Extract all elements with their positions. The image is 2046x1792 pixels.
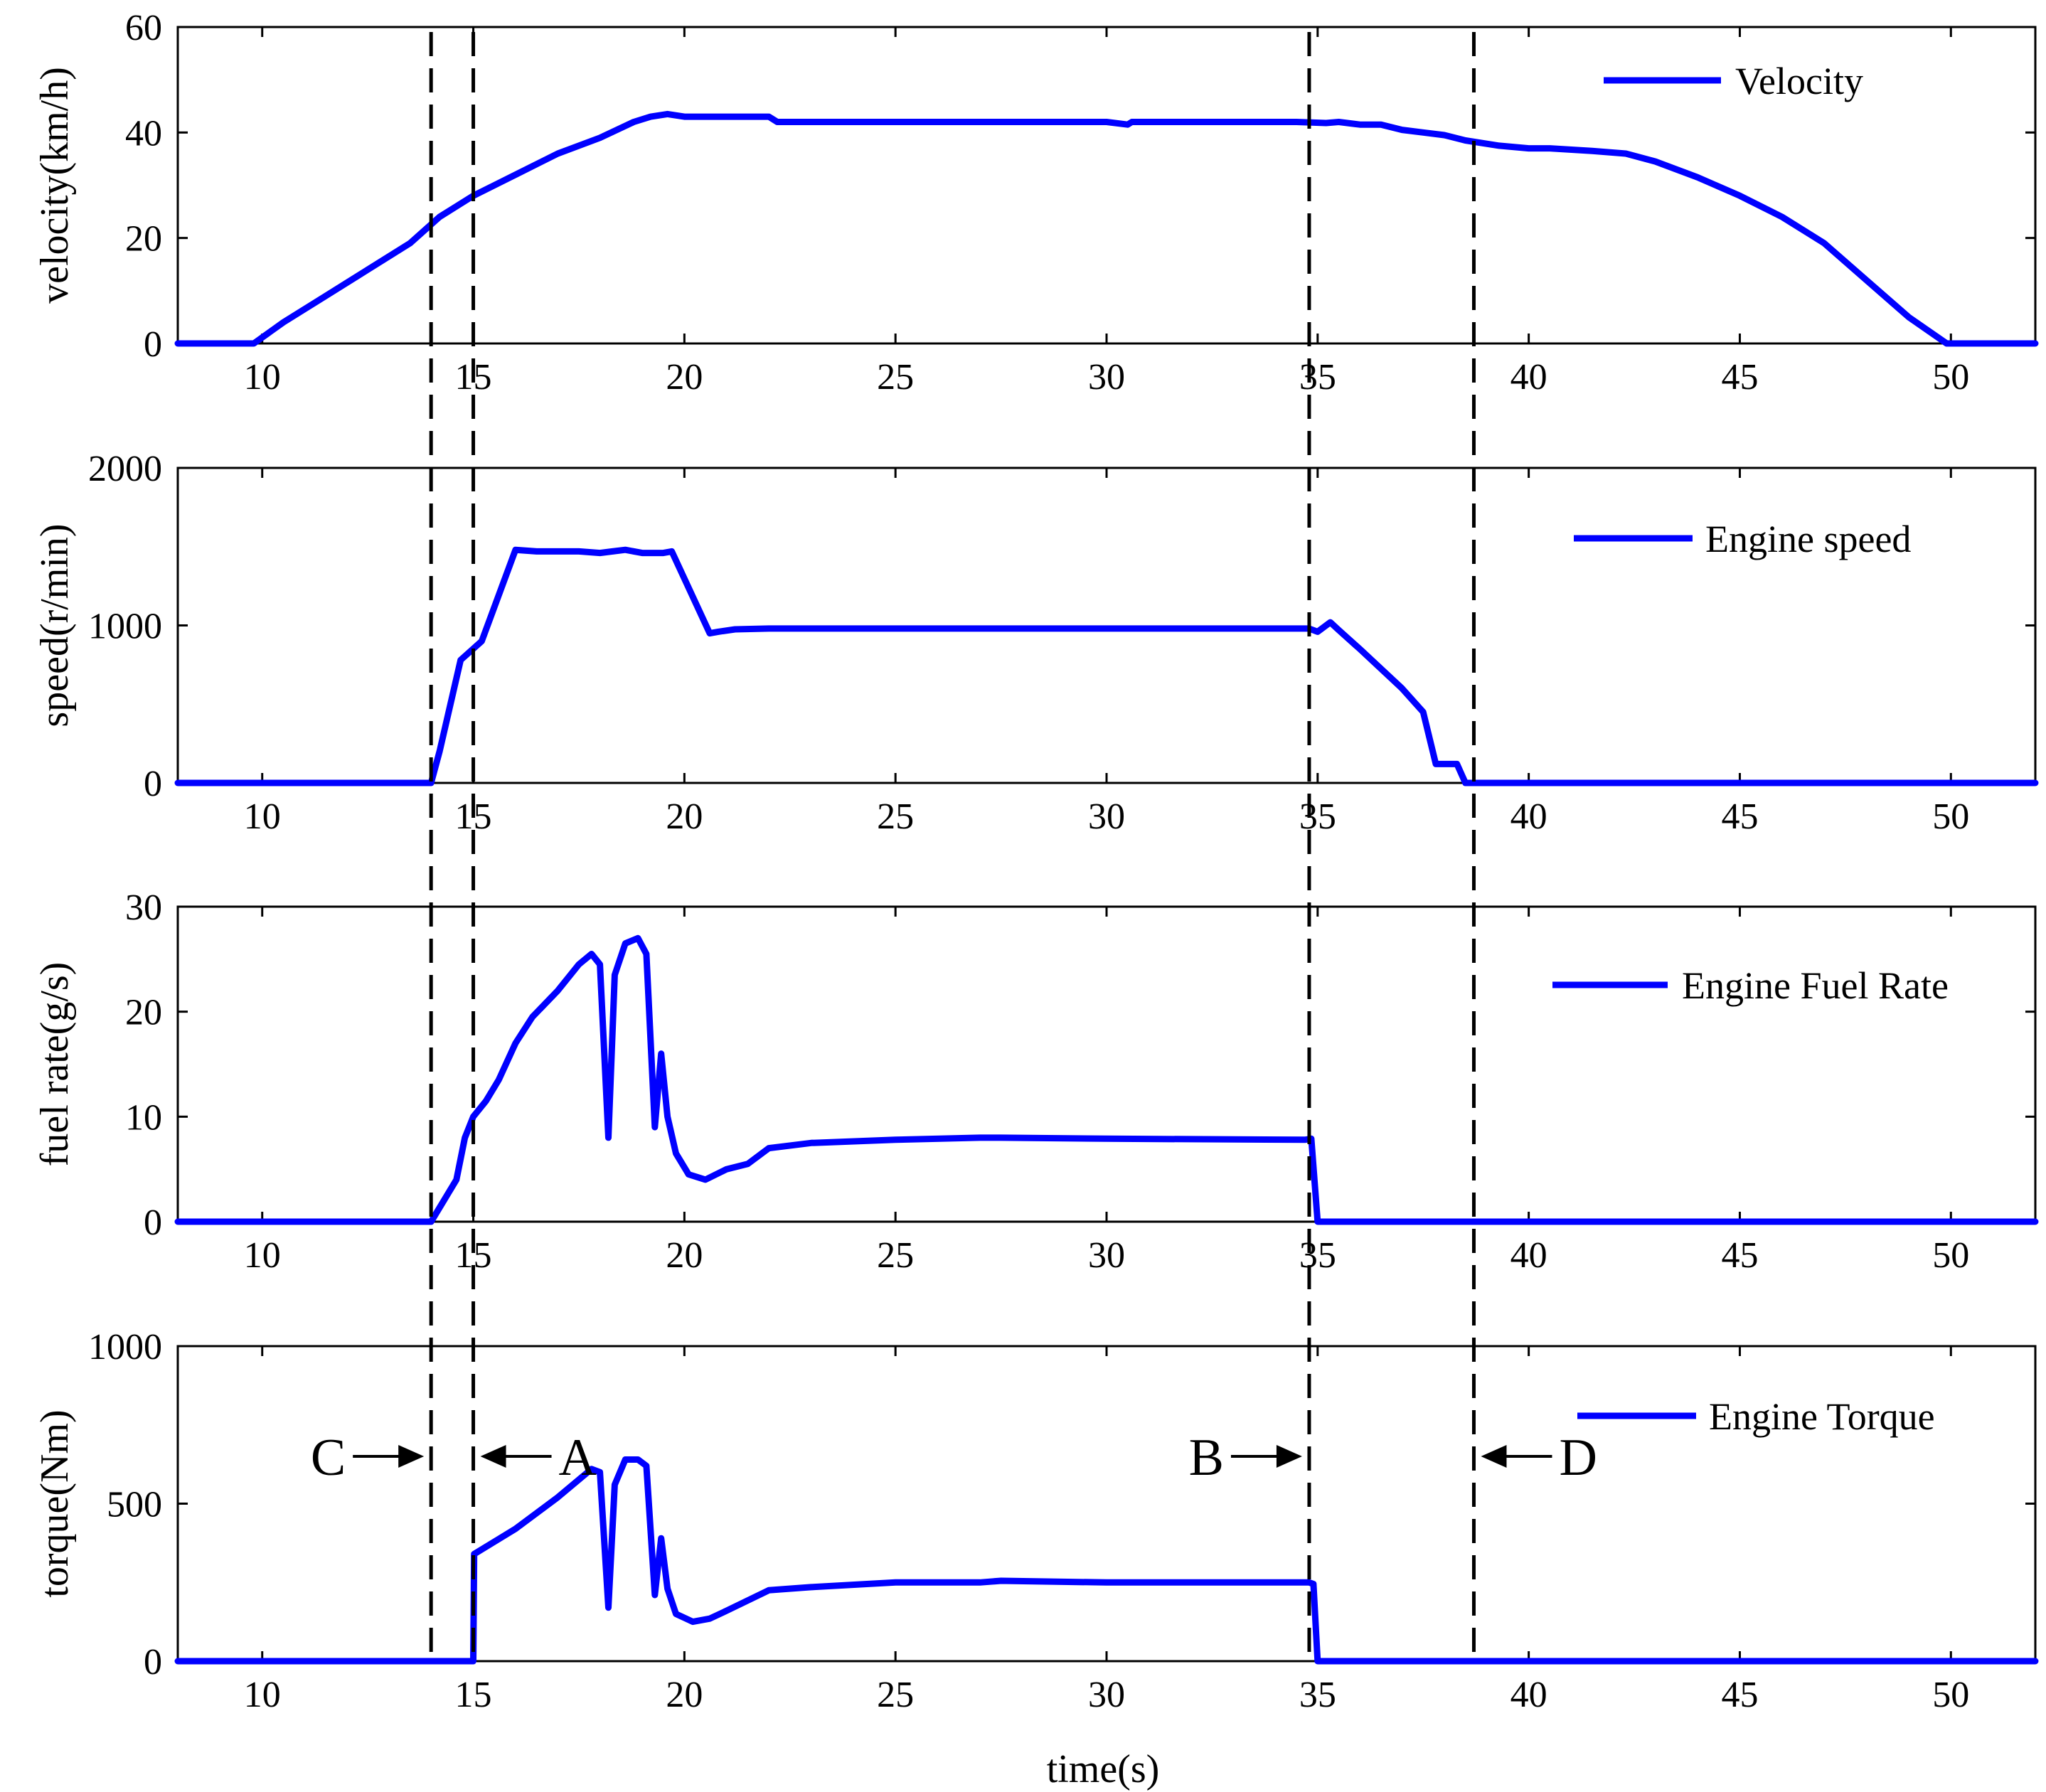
annotation-B: B (1189, 1429, 1302, 1487)
annotation-label: C (311, 1429, 346, 1487)
y-tick-label: 2000 (88, 449, 162, 489)
x-tick-label: 20 (666, 1675, 703, 1715)
x-tick-label: 25 (877, 1675, 914, 1715)
y-tick-label: 60 (125, 8, 162, 48)
x-tick-label: 20 (666, 357, 703, 398)
x-tick-label: 35 (1299, 1235, 1336, 1276)
y-axis-label: torque(Nm) (33, 1409, 77, 1597)
y-tick-label: 1000 (88, 607, 162, 647)
annotation-D: D (1481, 1429, 1597, 1487)
y-tick-label: 40 (125, 113, 162, 154)
vertical-marker-lines (429, 32, 1476, 1661)
y-tick-label: 1000 (88, 1327, 162, 1367)
x-tick-label: 45 (1721, 1235, 1758, 1276)
x-tick-label: 10 (244, 357, 281, 398)
x-tick-label: 25 (877, 357, 914, 398)
y-tick-label: 0 (144, 764, 162, 804)
series-line (174, 934, 2039, 1225)
y-tick-label: 30 (125, 887, 162, 928)
y-tick-label: 0 (144, 1642, 162, 1682)
x-tick-label: 45 (1721, 1675, 1758, 1715)
x-tick-label: 10 (244, 796, 281, 837)
x-tick-label: 40 (1510, 796, 1547, 837)
annotation-C: C (311, 1429, 425, 1487)
y-tick-label: 10 (125, 1097, 162, 1138)
x-tick-label: 20 (666, 1235, 703, 1276)
arrow-head (398, 1445, 425, 1468)
legend-label: Engine Fuel Rate (1682, 964, 1949, 1007)
y-axis-label: velocity(km/h) (33, 67, 77, 304)
series-line (174, 546, 2039, 786)
legend-label: Engine Torque (1709, 1395, 1935, 1438)
x-tick-label: 25 (877, 796, 914, 837)
axes-frame (176, 1345, 2037, 1663)
y-axis-label: fuel rate(g/s) (33, 962, 77, 1167)
legend-label: Engine speed (1705, 518, 1911, 560)
y-tick-label: 0 (144, 324, 162, 365)
arrow-head (480, 1445, 506, 1468)
x-axis-label: time(s) (1047, 1747, 1160, 1791)
x-tick-label: 10 (244, 1235, 281, 1276)
x-tick-label: 10 (244, 1675, 281, 1715)
x-tick-label: 35 (1299, 357, 1336, 398)
y-tick-label: 500 (107, 1485, 162, 1525)
annotation-label: B (1189, 1429, 1224, 1487)
y-tick-label: 20 (125, 219, 162, 260)
x-tick-label: 35 (1299, 1675, 1336, 1715)
annotation-A: A (480, 1429, 597, 1487)
x-tick-label: 30 (1088, 796, 1125, 837)
x-tick-label: 50 (1932, 357, 1969, 398)
x-tick-label: 50 (1932, 1235, 1969, 1276)
x-tick-label: 50 (1932, 1675, 1969, 1715)
legend-label: Velocity (1735, 60, 1863, 102)
x-tick-label: 45 (1721, 796, 1758, 837)
annotation-label: A (559, 1429, 597, 1487)
y-tick-label: 0 (144, 1202, 162, 1243)
x-tick-label: 40 (1510, 357, 1547, 398)
x-tick-label: 30 (1088, 1675, 1125, 1715)
x-tick-label: 50 (1932, 796, 1969, 837)
x-tick-label: 35 (1299, 796, 1336, 837)
x-tick-label: 25 (877, 1235, 914, 1276)
x-tick-label: 15 (455, 1675, 492, 1715)
x-tick-label: 20 (666, 796, 703, 837)
x-tick-label: 45 (1721, 357, 1758, 398)
y-axis-label: speed(r/min) (33, 523, 77, 727)
y-tick-label: 20 (125, 993, 162, 1033)
x-tick-label: 30 (1088, 357, 1125, 398)
x-tick-label: 40 (1510, 1675, 1547, 1715)
series-line (174, 1456, 2039, 1665)
arrow-head (1276, 1445, 1302, 1468)
series-line (174, 110, 2039, 347)
annotation-label: D (1559, 1429, 1597, 1487)
arrow-head (1481, 1445, 1507, 1468)
x-tick-label: 40 (1510, 1235, 1547, 1276)
x-tick-label: 30 (1088, 1235, 1125, 1276)
